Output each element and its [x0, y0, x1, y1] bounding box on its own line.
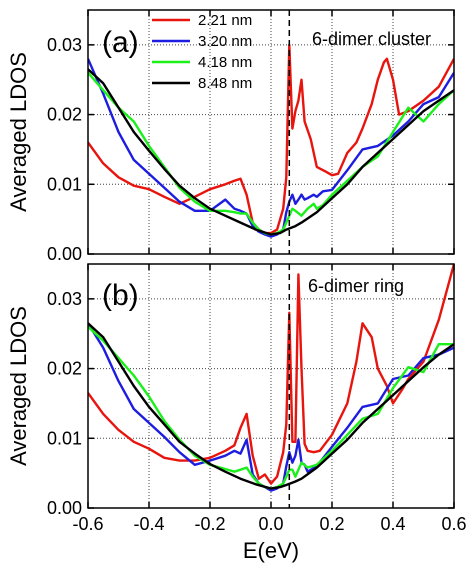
panel-b-series-4-18-nm: [88, 325, 454, 490]
panel-b-x-tick-label: 0.2: [319, 514, 344, 534]
legend: 2.21 nm 3.20 nm 4.18 nm 8.48 nm: [152, 12, 252, 92]
legend-label-2-21-nm: 2.21 nm: [198, 12, 252, 29]
panel-b-y-ticks: 0.00 0.01 0.02 0.03: [47, 289, 454, 518]
panel-a-title: 6-dimer cluster: [312, 29, 431, 49]
panel-b-y-tick-label: 0.00: [47, 498, 82, 518]
panel-b-grid: [88, 264, 454, 508]
panel-a-y-axis-label: Averaged LDOS: [6, 52, 31, 212]
panel-a-curves: [88, 43, 454, 238]
panel-b-x-tick-label: -0.4: [133, 514, 164, 534]
panel-b-curves: [88, 264, 454, 492]
legend-label-4-18-nm: 4.18 nm: [198, 54, 252, 71]
panel-a-series-8-48-nm: [88, 68, 454, 236]
panel-b-x-tick-label: -0.2: [194, 514, 225, 534]
panel-a: 0.00 0.01 0.02 0.03 (a) 6-dimer cluster Ave…: [6, 9, 455, 264]
panel-b-y-tick-label: 0.02: [47, 359, 82, 379]
panel-a-y-tick-label: 0.03: [47, 35, 82, 55]
panel-b-label: (b): [102, 279, 139, 312]
panel-b-series-8-48-nm: [88, 322, 454, 490]
panel-a-series-3-20-nm: [88, 58, 454, 238]
panel-b-x-tick-label: -0.6: [72, 514, 103, 534]
panel-b-y-tick-label: 0.01: [47, 428, 82, 448]
panel-a-y-tick-label: 0.01: [47, 174, 82, 194]
legend-label-3-20-nm: 3.20 nm: [198, 33, 252, 50]
panel-a-label: (a): [102, 26, 139, 59]
panel-b-series-2-21-nm: [88, 264, 454, 485]
panel-a-series-4-18-nm: [88, 71, 454, 236]
panel-a-y-ticks: 0.00 0.01 0.02 0.03: [47, 35, 454, 264]
panel-a-x-ticks: [87, 10, 455, 254]
panel-b-x-tick-label: 0.4: [380, 514, 405, 534]
panel-a-series-2-21-nm: [88, 43, 454, 235]
panel-b-x-ticks: -0.6 -0.4 -0.2 0.0 0.2 0.4 0.6: [72, 264, 467, 534]
panel-a-y-tick-label: 0.00: [47, 244, 82, 264]
panel-b-x-tick-label: 0.0: [258, 514, 283, 534]
panel-b-y-tick-label: 0.03: [47, 289, 82, 309]
panel-b-title: 6-dimer ring: [308, 276, 404, 296]
panel-a-y-tick-label: 0.02: [47, 105, 82, 125]
panel-b-y-axis-label: Averaged LDOS: [6, 306, 31, 466]
panel-b-x-tick-label: 0.6: [441, 514, 466, 534]
legend-label-8-48-nm: 8.48 nm: [198, 75, 252, 92]
x-axis-label: E(eV): [243, 538, 299, 563]
panel-a-grid: [88, 10, 454, 254]
panel-b: -0.6 -0.4 -0.2 0.0 0.2 0.4 0.6 0.000.010.020.0…: [6, 263, 467, 563]
